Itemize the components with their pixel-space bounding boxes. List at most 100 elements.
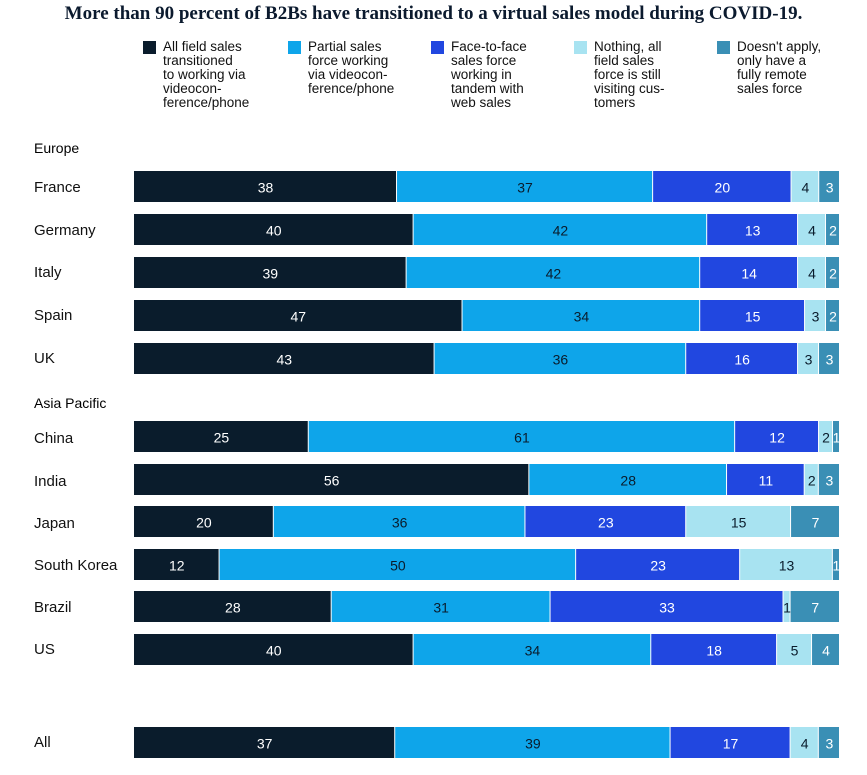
data-label-all-4: 4 xyxy=(801,736,809,752)
data-label-us-2: 34 xyxy=(525,643,541,659)
bar-segment-all-1 xyxy=(134,727,395,758)
bar-segment-italy-2 xyxy=(406,257,700,288)
data-label-all-5: 3 xyxy=(826,736,834,752)
bar-segment-uk-4 xyxy=(798,343,819,374)
data-label-brazil-1: 28 xyxy=(225,600,241,616)
data-label-china-2: 61 xyxy=(514,430,530,446)
data-label-france-5: 3 xyxy=(826,180,834,196)
bar-segment-all-2 xyxy=(395,727,670,758)
legend-swatch xyxy=(717,41,730,54)
data-label-south-korea-5: 1 xyxy=(833,558,841,574)
bar-segment-france-3 xyxy=(653,171,791,202)
bar-segment-india-4 xyxy=(804,464,818,495)
bar-segment-south-korea-4 xyxy=(740,549,832,580)
bar-segment-japan-2 xyxy=(273,506,525,537)
legend-swatch xyxy=(431,41,444,54)
bar-segment-uk-2 xyxy=(434,343,686,374)
bar-segment-india-2 xyxy=(529,464,727,495)
data-label-germany-3: 13 xyxy=(745,223,761,239)
legend-label: Partial sales force working via videocon… xyxy=(308,39,395,96)
data-label-uk-5: 3 xyxy=(826,352,834,368)
data-label-india-2: 28 xyxy=(620,473,636,489)
data-label-india-4: 2 xyxy=(808,473,816,489)
data-label-uk-1: 43 xyxy=(276,352,292,368)
data-label-spain-2: 34 xyxy=(574,309,590,325)
bar-segment-japan-3 xyxy=(525,506,686,537)
data-label-spain-3: 15 xyxy=(745,309,761,325)
data-label-all-3: 17 xyxy=(723,736,739,752)
data-label-china-4: 2 xyxy=(822,430,830,446)
bar-segment-us-1 xyxy=(134,634,413,665)
legend-swatch xyxy=(143,41,156,54)
row-label-all: All xyxy=(34,734,51,751)
data-label-south-korea-3: 23 xyxy=(650,558,666,574)
bar-segment-france-1 xyxy=(134,171,397,202)
data-label-brazil-2: 31 xyxy=(433,600,449,616)
data-label-brazil-3: 33 xyxy=(659,600,675,616)
row-label-france: France xyxy=(34,179,81,196)
legend-label: Doesn't apply, only have a fully remote … xyxy=(737,39,822,96)
data-label-italy-5: 2 xyxy=(829,266,837,282)
bar-segment-us-4 xyxy=(777,634,812,665)
group-label-europe: Europe xyxy=(34,140,80,156)
row-label-brazil: Brazil xyxy=(34,599,72,616)
row-label-uk: UK xyxy=(34,350,55,367)
data-label-us-1: 40 xyxy=(266,643,282,659)
bar-segment-spain-2 xyxy=(462,300,700,331)
bar-segment-uk-1 xyxy=(134,343,434,374)
data-label-germany-4: 4 xyxy=(808,223,816,239)
legend-swatch xyxy=(288,41,301,54)
chart-title: More than 90 percent of B2Bs have transi… xyxy=(64,3,803,24)
bar-segment-india-3 xyxy=(727,464,804,495)
bar-segment-us-2 xyxy=(413,634,651,665)
data-label-japan-4: 15 xyxy=(731,515,747,531)
data-label-south-korea-1: 12 xyxy=(169,558,185,574)
bar-segment-brazil-4 xyxy=(783,591,790,622)
bar-segment-spain-5 xyxy=(826,300,839,331)
bar-segment-all-5 xyxy=(818,727,839,758)
bar-segment-france-4 xyxy=(791,171,819,202)
data-label-japan-2: 36 xyxy=(392,515,408,531)
bar-segment-south-korea-3 xyxy=(576,549,740,580)
data-label-uk-4: 3 xyxy=(805,352,813,368)
data-label-italy-1: 39 xyxy=(263,266,279,282)
bar-segment-india-5 xyxy=(818,464,839,495)
data-label-japan-3: 23 xyxy=(598,515,614,531)
data-label-brazil-4: 1 xyxy=(783,600,791,616)
row-label-us: US xyxy=(34,641,55,658)
legend-swatch xyxy=(574,41,587,54)
data-label-us-5: 4 xyxy=(822,643,830,659)
data-label-india-3: 11 xyxy=(759,473,774,489)
bar-segment-germany-4 xyxy=(798,214,826,245)
bar-segment-germany-2 xyxy=(413,214,707,245)
bar-segment-italy-5 xyxy=(826,257,839,288)
data-label-japan-1: 20 xyxy=(196,515,212,531)
data-label-brazil-5: 7 xyxy=(811,600,819,616)
row-label-italy: Italy xyxy=(34,264,62,281)
bar-segment-germany-5 xyxy=(826,214,839,245)
bar-segment-japan-4 xyxy=(686,506,791,537)
data-label-france-1: 38 xyxy=(258,180,274,196)
bar-segment-spain-3 xyxy=(700,300,805,331)
row-label-spain: Spain xyxy=(34,307,73,324)
data-label-france-3: 20 xyxy=(715,180,731,196)
bar-segment-brazil-1 xyxy=(134,591,331,622)
data-label-france-4: 4 xyxy=(801,180,809,196)
bar-segment-spain-4 xyxy=(805,300,826,331)
bar-segment-china-2 xyxy=(308,421,735,452)
legend-label: Face-to-face sales force working in tand… xyxy=(451,39,527,110)
data-label-us-3: 18 xyxy=(706,643,722,659)
group-label-asia-pacific: Asia Pacific xyxy=(34,395,107,411)
data-label-spain-5: 2 xyxy=(829,309,837,325)
data-label-all-1: 37 xyxy=(257,736,273,752)
bar-segment-india-1 xyxy=(134,464,529,495)
row-label-japan: Japan xyxy=(34,515,75,532)
bar-segment-brazil-2 xyxy=(331,591,550,622)
bar-segment-us-5 xyxy=(812,634,839,665)
bar-segment-china-5 xyxy=(833,421,839,452)
bar-segment-spain-1 xyxy=(134,300,462,331)
bar-segment-france-5 xyxy=(819,171,839,202)
bar-segment-south-korea-1 xyxy=(134,549,219,580)
data-label-italy-2: 42 xyxy=(546,266,562,282)
